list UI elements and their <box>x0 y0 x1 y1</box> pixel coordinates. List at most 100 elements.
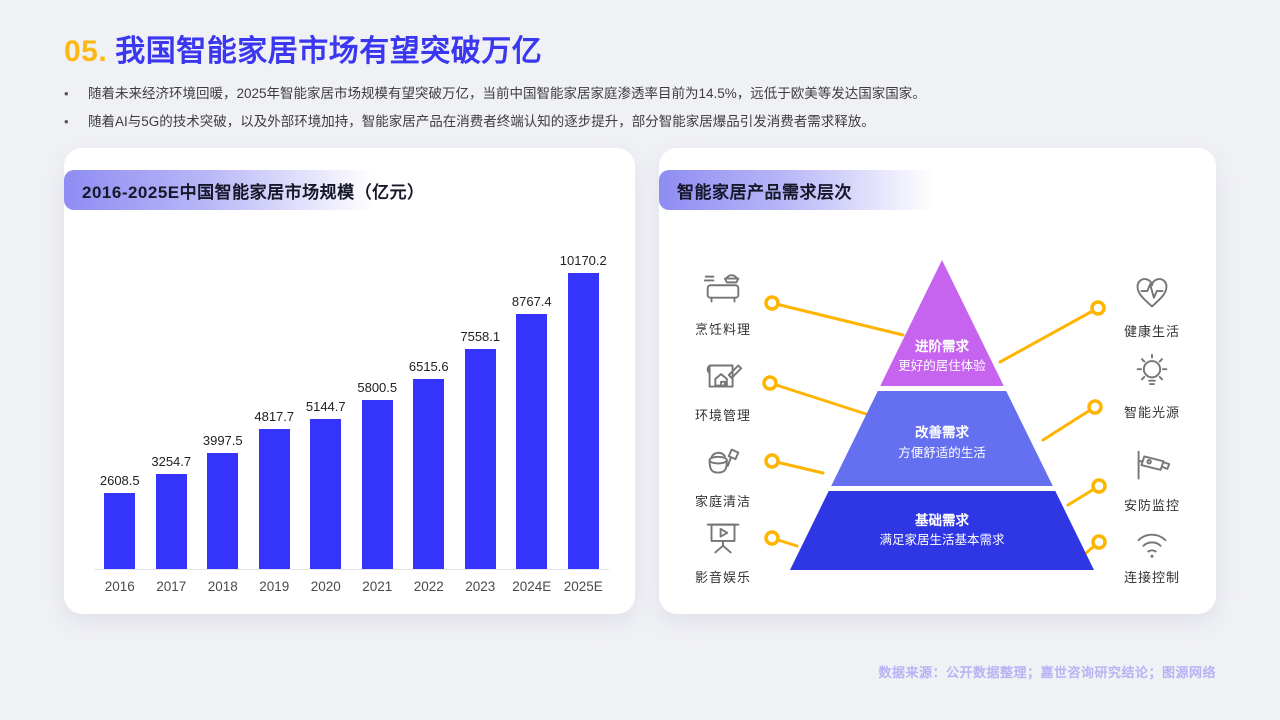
bar <box>104 493 136 569</box>
pyramid-diagram: 进阶需求 更好的居住体验 改善需求 方便舒适的生活 基础需求 满足家居生活基本需… <box>762 260 1107 570</box>
need-label: 烹饪料理 <box>694 322 751 337</box>
health-icon <box>1136 278 1168 308</box>
bullet-item: • 随着AI与5G的技术突破，以及外部环境加持，智能家居产品在消费者终端认知的逐… <box>64 113 1164 130</box>
bar-value-label: 8767.4 <box>511 294 552 309</box>
pyramid-tier-top <box>880 260 1004 386</box>
tier-subtitle: 方便舒适的生活 <box>898 445 986 460</box>
bar-value-label: 4817.7 <box>254 409 295 424</box>
need-label: 健康生活 <box>1123 324 1180 339</box>
year-label: 2024E <box>512 579 552 594</box>
need-item-cleaning: 家庭清洁 <box>683 440 763 510</box>
pyramid-tier-middle <box>831 391 1053 486</box>
need-item-light: 智能光源 <box>1112 351 1192 421</box>
page-title: 05. 我国智能家居市场有望突破万亿 <box>64 26 542 70</box>
need-item-security: 安防监控 <box>1112 444 1192 514</box>
bar-value-label: 5800.5 <box>357 380 398 395</box>
title-number: 05. <box>64 35 108 68</box>
year-label: 2017 <box>156 579 187 594</box>
bar <box>155 474 187 569</box>
tier-subtitle: 更好的居住体验 <box>898 358 986 373</box>
year-label: 2023 <box>465 579 496 594</box>
connector-dot <box>1087 399 1103 415</box>
environment-icon <box>706 364 743 388</box>
connector-dot <box>1090 300 1106 316</box>
connector-lines <box>762 295 1107 555</box>
bullet-text: 随着未来经济环境回暖，2025年智能家居市场规模有望突破万亿，当前中国智能家居家… <box>88 86 926 101</box>
need-label: 智能光源 <box>1123 405 1180 420</box>
need-item-connect: 连接控制 <box>1112 522 1192 586</box>
connector-line <box>770 301 905 337</box>
bar-chart: 2608.5 3254.7 3997.5 4817.7 5144.7 5800.5 6515… <box>94 240 609 594</box>
year-label: 2018 <box>207 579 238 594</box>
connector-line <box>768 381 868 416</box>
bar <box>516 314 548 569</box>
year-label: 2022 <box>413 579 444 594</box>
bar-group: 3254.7 <box>146 454 198 569</box>
bar <box>310 419 342 569</box>
connector-dot <box>762 375 778 391</box>
demand-pyramid-card: 智能家居产品需求层次 <box>659 148 1216 614</box>
bar-value-label: 6515.6 <box>408 359 449 374</box>
need-label: 环境管理 <box>694 408 751 423</box>
bar-group: 5144.7 <box>300 399 352 569</box>
bar <box>567 273 599 569</box>
year-label: 2025E <box>563 579 603 594</box>
cleaning-icon <box>708 448 740 474</box>
need-label: 影音娱乐 <box>694 570 751 585</box>
bar-group: 4817.7 <box>249 409 301 569</box>
bar-group: 10170.2 <box>558 253 610 569</box>
bar <box>207 453 239 569</box>
bar-row: 2608.5 3254.7 3997.5 4817.7 5144.7 5800.5 6515… <box>94 240 609 570</box>
need-item-health: 健康生活 <box>1112 270 1192 340</box>
connector-line <box>770 459 825 475</box>
need-item-cooking: 烹饪料理 <box>683 268 763 338</box>
bar <box>361 400 393 569</box>
chart-card-header: 2016-2025E中国智能家居市场规模（亿元） <box>64 170 441 210</box>
year-label: 2021 <box>362 579 393 594</box>
title-text: 我国智能家居市场有望突破万亿 <box>115 35 543 68</box>
data-source-note: 数据来源：公开数据整理；嘉世咨询研究结论；图源网络 <box>878 665 1216 680</box>
need-item-entertainment: 影音娱乐 <box>683 516 763 586</box>
bar-group: 5800.5 <box>352 380 404 569</box>
connector-dot <box>764 295 780 311</box>
bullet-dot: • <box>64 114 69 129</box>
year-row: 2016 2017 2018 2019 2020 2021 2022 2023 2024E 202… <box>94 579 609 594</box>
tier-title: 基础需求 <box>915 512 969 528</box>
pyramid-tier-bottom <box>790 491 1094 570</box>
bar <box>464 349 496 569</box>
bar-value-label: 7558.1 <box>460 329 501 344</box>
need-label: 连接控制 <box>1123 570 1180 585</box>
connector-dot <box>1091 478 1107 494</box>
wifi-icon <box>1137 533 1167 558</box>
bar-value-label: 5144.7 <box>305 399 346 414</box>
connector-dot <box>1091 534 1107 550</box>
bullet-dot: • <box>64 86 69 101</box>
tier-subtitle: 满足家居生活基本需求 <box>879 532 1005 547</box>
tier-title: 进阶需求 <box>915 338 969 354</box>
bar-group: 6515.6 <box>403 359 455 569</box>
connector-line <box>1041 405 1097 442</box>
bar <box>258 429 290 569</box>
cooking-icon <box>703 274 740 303</box>
connector-dots <box>762 295 1107 550</box>
bullet-text: 随着AI与5G的技术突破，以及外部环境加持，智能家居产品在消费者终端认知的逐步提… <box>88 114 875 129</box>
connector-dot <box>764 453 780 469</box>
bar-value-label: 3997.5 <box>202 433 243 448</box>
need-label: 家庭清洁 <box>694 494 751 509</box>
connector-line <box>998 306 1100 364</box>
bar <box>413 379 445 569</box>
bar-group: 8767.4 <box>506 294 558 569</box>
connector-dot <box>764 530 780 546</box>
need-label: 安防监控 <box>1123 498 1180 513</box>
need-item-environment: 环境管理 <box>683 354 763 424</box>
market-size-card: 2016-2025E中国智能家居市场规模（亿元） 2608.5 3254.7 399… <box>64 148 635 614</box>
tier-title: 改善需求 <box>915 424 969 440</box>
bar-group: 7558.1 <box>455 329 507 569</box>
year-label: 2016 <box>104 579 135 594</box>
entertainment-icon <box>706 523 740 554</box>
light-icon <box>1136 353 1168 386</box>
bar-value-label: 2608.5 <box>99 473 140 488</box>
bar-group: 3997.5 <box>197 433 249 569</box>
year-label: 2019 <box>259 579 290 594</box>
